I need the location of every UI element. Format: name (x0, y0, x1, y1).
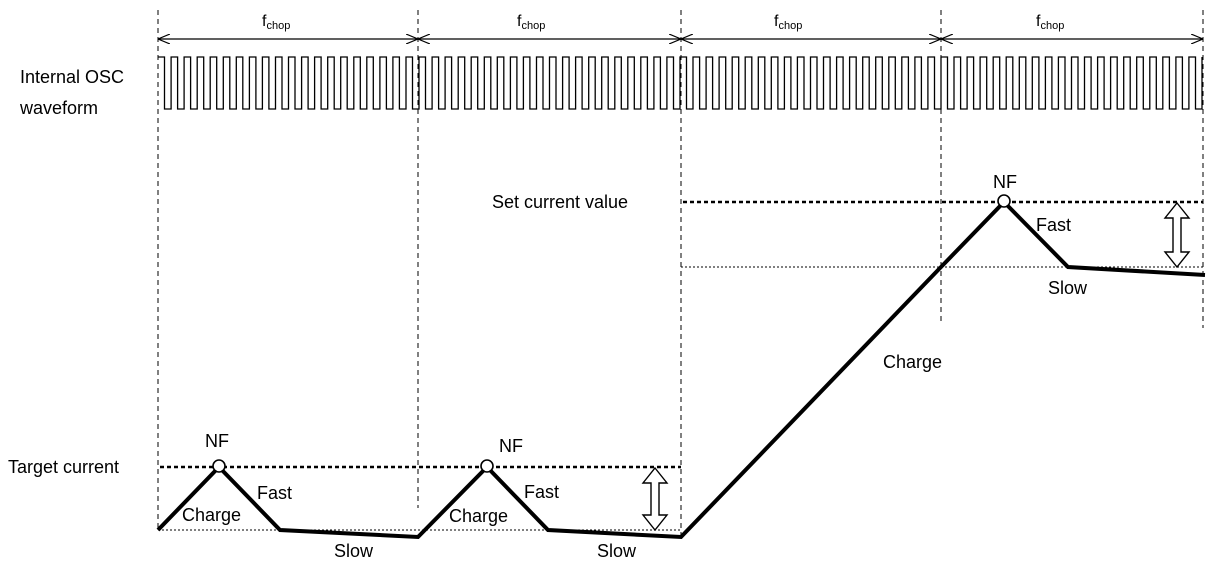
slow-label: Slow (1048, 278, 1088, 298)
set-current-label: Set current value (492, 192, 628, 212)
slow-label: Slow (597, 541, 637, 561)
double-arrow (1163, 201, 1191, 269)
current-waveform (156, 199, 1206, 540)
nf-label: NF (993, 172, 1017, 192)
nf-label: NF (205, 431, 229, 451)
fchop-labels: fchop fchop fchop fchop (262, 13, 1064, 32)
nf-marker (212, 459, 226, 473)
slow-label: Slow (334, 541, 374, 561)
charge-label: Charge (883, 352, 942, 372)
double-arrow (641, 466, 669, 532)
osc-waveform (158, 56, 1203, 110)
fast-label: Fast (257, 483, 292, 503)
charge-label: Charge (182, 505, 241, 525)
osc-label-line2: waveform (19, 98, 98, 118)
fchop-label: fchop (517, 13, 545, 32)
nf-marker (480, 459, 494, 473)
target-current-label: Target current (8, 457, 119, 477)
charge-label: Charge (449, 506, 508, 526)
nf-marker (997, 194, 1011, 208)
osc-label-line1: Internal OSC (20, 67, 124, 87)
fchop-label: fchop (1036, 13, 1064, 32)
nf-label: NF (499, 436, 523, 456)
fchop-label: fchop (774, 13, 802, 32)
fast-label: Fast (1036, 215, 1071, 235)
fast-label: Fast (524, 482, 559, 502)
fchop-label: fchop (262, 13, 290, 32)
